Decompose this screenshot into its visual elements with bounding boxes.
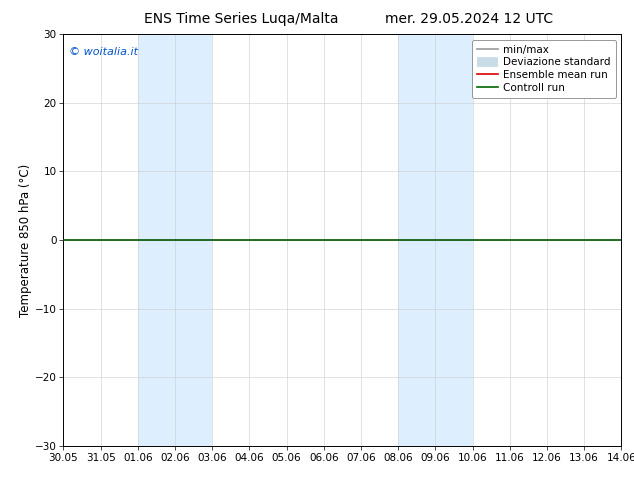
Y-axis label: Temperature 850 hPa (°C): Temperature 850 hPa (°C) — [19, 164, 32, 317]
Text: © woitalia.it: © woitalia.it — [69, 47, 138, 57]
Bar — [398, 34, 472, 446]
Text: ENS Time Series Luqa/Malta: ENS Time Series Luqa/Malta — [144, 12, 338, 26]
Legend: min/max, Deviazione standard, Ensemble mean run, Controll run: min/max, Deviazione standard, Ensemble m… — [472, 40, 616, 98]
Text: mer. 29.05.2024 12 UTC: mer. 29.05.2024 12 UTC — [385, 12, 553, 26]
Bar — [138, 34, 212, 446]
